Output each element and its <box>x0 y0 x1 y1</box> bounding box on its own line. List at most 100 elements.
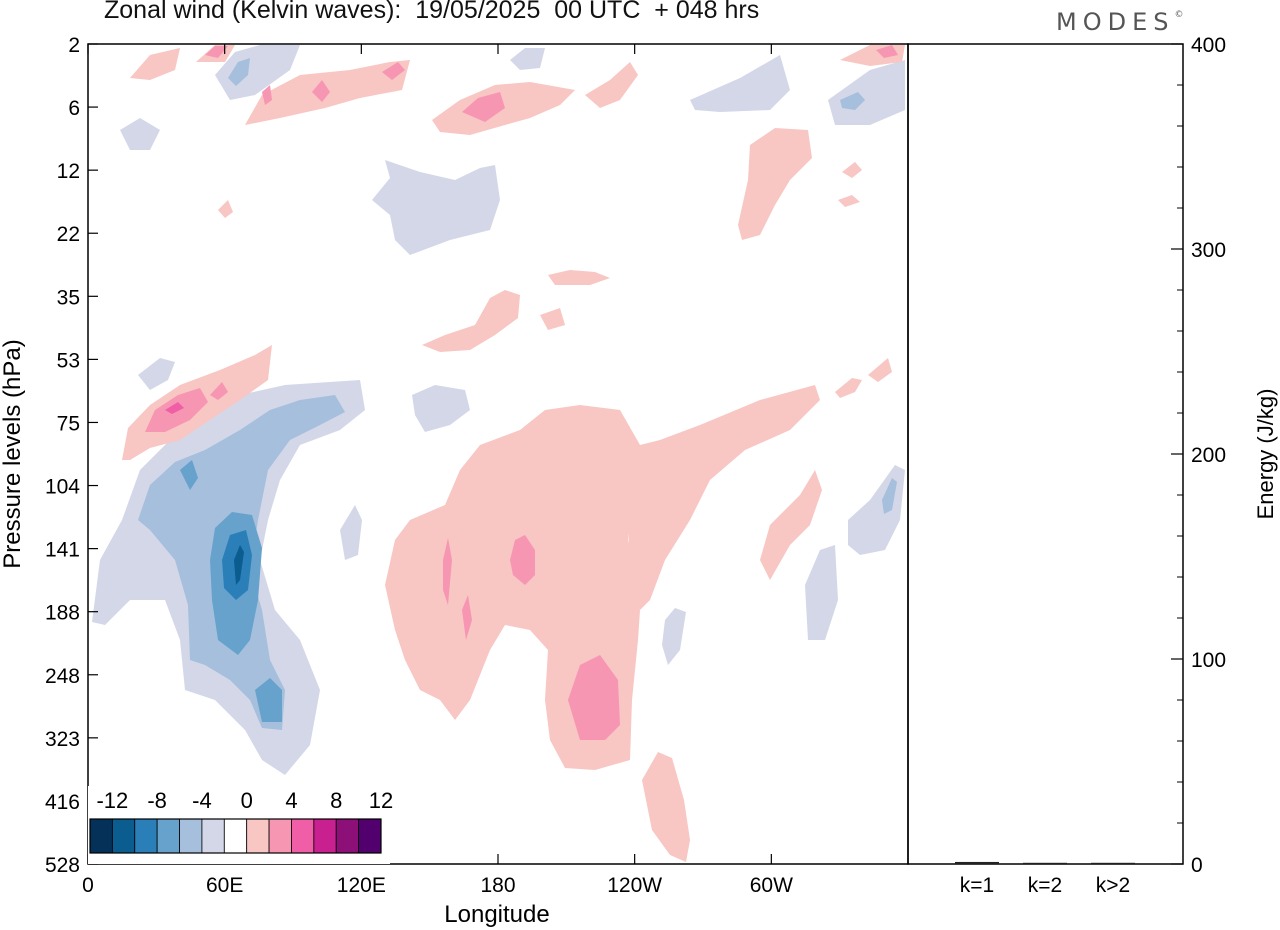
pressure-tick-label: 248 <box>45 665 80 688</box>
energy-bars: k=1 k=2 k>2 <box>955 861 1135 897</box>
pressure-tick-label: 528 <box>45 854 80 877</box>
contour-pos4-right-75 <box>760 470 822 580</box>
colorbar-swatch <box>335 818 360 854</box>
pressure-axis: 2 6 12 22 35 53 75 104 141 188 248 323 416 528 <box>45 34 98 877</box>
contour-neg4-blob-e <box>662 608 686 665</box>
brand-mark: © <box>1174 10 1184 20</box>
colorbar: -12 -8 -4 0 4 8 12 <box>88 786 393 864</box>
contour-neg12-side <box>180 460 198 490</box>
contour-pos8-thin2 <box>462 595 472 640</box>
colorbar-label: -4 <box>192 788 212 813</box>
pressure-tick-label: 104 <box>45 476 80 499</box>
contour-pos8-upper <box>462 92 505 122</box>
contour-pos8-central <box>510 535 535 585</box>
longitude-tick-label: 60W <box>750 874 793 897</box>
contour-pos8-central2 <box>568 655 620 740</box>
energy-tick-label: 200 <box>1191 444 1226 467</box>
pressure-tick-label: 75 <box>57 412 80 435</box>
contour-pos4-right-55 <box>835 378 862 398</box>
contour-neg4-blob-c <box>805 545 838 640</box>
contour-neg4-blob-a <box>412 385 470 432</box>
colorbar-swatch <box>134 818 158 854</box>
contour-neg4-upper-band <box>372 160 500 255</box>
colorbar-label: 8 <box>330 788 342 813</box>
pressure-tick-label: 141 <box>45 539 80 562</box>
colorbar-swatch <box>89 818 113 854</box>
positive-anomaly-regions <box>122 45 905 862</box>
contour-pos4-right-55b <box>868 358 892 382</box>
contour-neg20-core <box>234 545 244 585</box>
contour-pos4-upper-2 <box>585 62 638 108</box>
energy-tick-label: 300 <box>1191 239 1226 262</box>
contour-pos4-strip-35 <box>422 290 520 352</box>
contour-pos4-strip-29 <box>548 270 610 285</box>
longitude-tick-label: 120W <box>607 874 662 897</box>
contour-pos4-right-wedge <box>620 385 820 610</box>
y-axis-label: Pressure levels (hPa) <box>0 339 26 568</box>
energy-bar <box>1091 862 1135 864</box>
colorbar-swatch <box>223 818 248 854</box>
contour-neg8-top <box>228 58 250 86</box>
energy-category-label: k>2 <box>1096 874 1130 897</box>
energy-category-label: k=1 <box>960 874 994 897</box>
pressure-tick-label: 323 <box>45 728 80 751</box>
contour-pos8-upper6 <box>876 45 898 58</box>
colorbar-swatch <box>291 818 315 854</box>
contour-pos4-upper-left2 <box>130 48 180 80</box>
energy-category-label: k=2 <box>1028 874 1062 897</box>
longitude-tick-label: 0 <box>82 874 94 897</box>
contour-neg4-top-right <box>828 60 905 125</box>
energy-tick-label: 100 <box>1191 649 1226 672</box>
colorbar-label: 4 <box>285 788 297 813</box>
energy-axis-label: Energy (J/kg) <box>1253 389 1278 520</box>
colorbar-swatch <box>156 818 180 854</box>
contour-pos4-small-35 <box>540 308 565 330</box>
pressure-tick-label: 22 <box>57 223 80 246</box>
pressure-tick-label: 35 <box>57 286 80 309</box>
contour-neg4-top-left <box>215 45 300 100</box>
colorbar-label: -12 <box>96 788 128 813</box>
energy-tick-label: 400 <box>1191 34 1226 57</box>
pressure-tick-label: 53 <box>57 349 80 372</box>
contour-pos4-lower-tail <box>642 752 690 862</box>
colorbar-swatch <box>179 818 203 854</box>
contour-pos4-right-12 <box>738 128 812 240</box>
contour-neg4-small3 <box>120 118 160 150</box>
colorbar-border <box>89 818 382 854</box>
colorbar-swatch <box>201 818 225 854</box>
colorbar-swatch <box>358 818 382 854</box>
colorbar-swatch <box>246 818 270 854</box>
contour-pos12-left <box>165 402 184 414</box>
contour-pos4-small-a <box>218 200 233 218</box>
longitude-tick-label: 180 <box>480 874 515 897</box>
contour-pos4-right-22 <box>838 195 860 207</box>
pressure-tick-label: 2 <box>68 34 80 57</box>
contour-neg8-top-right <box>840 92 865 110</box>
contour-pos8-left2 <box>210 382 228 400</box>
pressure-tick-label: 416 <box>45 791 80 814</box>
energy-axis: 0 100 200 300 400 <box>1171 34 1226 877</box>
contour-neg4-small <box>340 505 362 560</box>
contour-pos8-upper3 <box>382 62 405 80</box>
contour-pos8-upper5 <box>262 85 272 105</box>
colorbar-swatch <box>268 818 292 854</box>
colorbar-label: 0 <box>241 788 253 813</box>
pressure-tick-label: 12 <box>57 160 80 183</box>
pressure-tick-label: 188 <box>45 602 80 625</box>
longitude-tick-label: 60E <box>206 874 243 897</box>
energy-bar <box>1023 862 1067 864</box>
colorbar-swatch <box>111 818 136 854</box>
brand-name: MODES <box>1056 8 1175 36</box>
contour-neg12-lower <box>255 678 282 722</box>
contour-pos8-upper4 <box>205 46 228 58</box>
contour-pos8-upper2 <box>312 80 330 102</box>
negative-anomaly-regions <box>92 45 905 775</box>
contour-pos4-right-17 <box>842 162 862 178</box>
chart-title: Zonal wind (Kelvin waves): 19/05/2025 00… <box>104 0 760 24</box>
contour-neg4-top <box>690 55 790 112</box>
x-axis-label: Longitude <box>444 901 549 928</box>
energy-bar <box>955 861 999 864</box>
contour-neg4-blob-d <box>848 465 905 555</box>
